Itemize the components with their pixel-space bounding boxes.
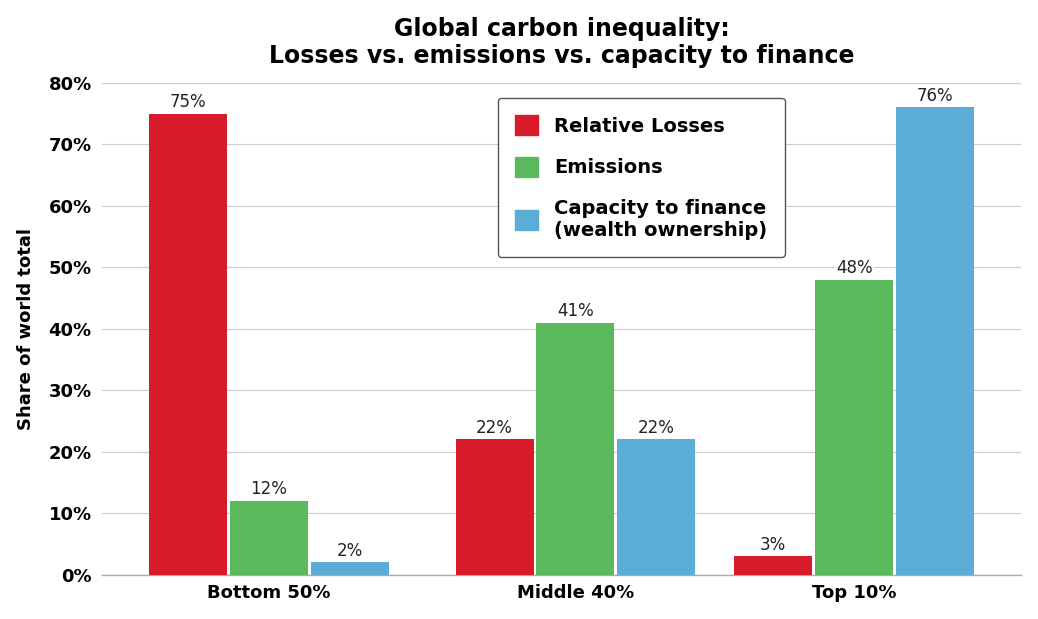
Legend: Relative Losses, Emissions, Capacity to finance
(wealth ownership): Relative Losses, Emissions, Capacity to …	[497, 98, 785, 258]
Text: 22%: 22%	[476, 419, 513, 437]
Text: 2%: 2%	[336, 542, 362, 560]
Text: 48%: 48%	[836, 259, 872, 277]
Text: 3%: 3%	[760, 535, 787, 554]
Text: 12%: 12%	[250, 480, 288, 498]
Bar	[310, 562, 388, 574]
Text: 22%: 22%	[637, 419, 675, 437]
Bar	[896, 108, 974, 574]
Y-axis label: Share of world total: Share of world total	[17, 228, 34, 430]
Text: 75%: 75%	[169, 93, 207, 111]
Text: 76%: 76%	[917, 87, 953, 105]
Bar	[618, 439, 695, 574]
Bar	[148, 114, 227, 574]
Bar	[229, 501, 308, 574]
Bar	[734, 556, 813, 574]
Bar	[537, 322, 614, 574]
Title: Global carbon inequality:
Losses vs. emissions vs. capacity to finance: Global carbon inequality: Losses vs. emi…	[269, 17, 854, 69]
Text: 41%: 41%	[557, 302, 594, 320]
Bar	[456, 439, 534, 574]
Bar	[815, 280, 893, 574]
